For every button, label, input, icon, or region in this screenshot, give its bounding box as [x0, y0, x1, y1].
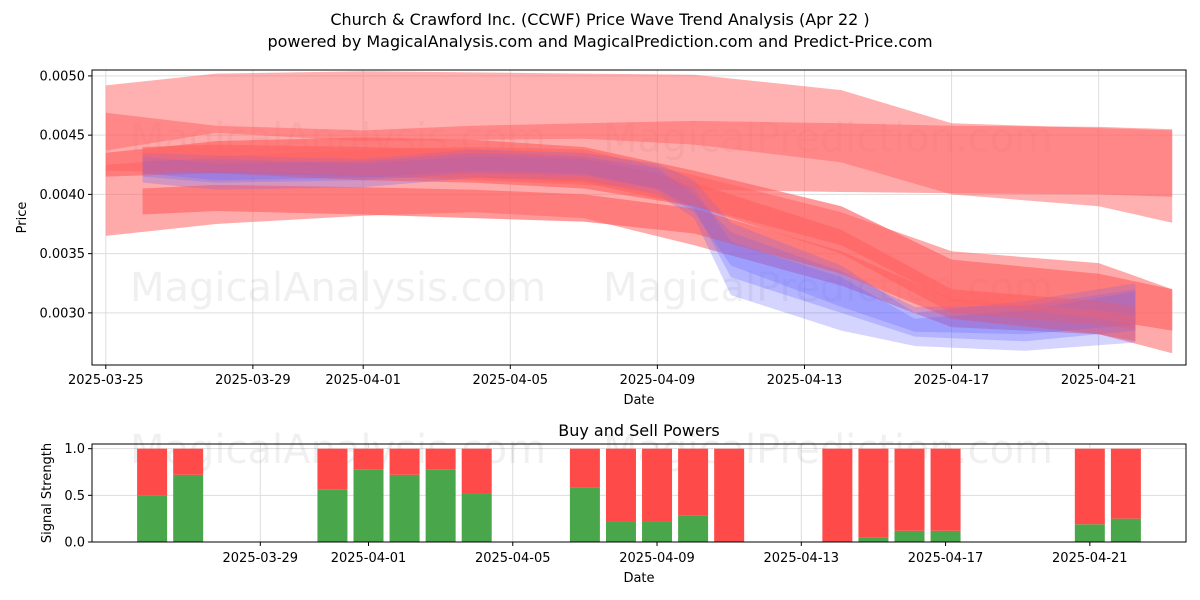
watermark-text: MagicalAnalysis.com: [130, 265, 546, 311]
sell-power-bar: [642, 448, 673, 522]
sell-power-bar: [425, 448, 456, 470]
buy-power-bar: [1110, 518, 1141, 542]
chart-title: Church & Crawford Inc. (CCWF) Price Wave…: [330, 10, 870, 29]
sell-power-bar: [317, 448, 348, 490]
red-wave-band: [142, 184, 1136, 342]
buy-power-bar: [173, 474, 204, 542]
power-x-tick-label: 2025-04-09: [619, 551, 695, 566]
buy-power-bar: [137, 495, 168, 542]
sell-power-bar: [930, 448, 961, 531]
price-x-axis-label: Date: [623, 393, 654, 408]
power-y-tick-label: 0.0: [64, 536, 85, 551]
sell-power-bar: [894, 448, 925, 531]
price-y-tick-label: 0.0040: [40, 188, 86, 203]
chart-subtitle: powered by MagicalAnalysis.com and Magic…: [267, 32, 933, 51]
buy-power-bar: [425, 469, 456, 542]
sell-power-bar: [137, 448, 168, 496]
power-x-tick-label: 2025-03-29: [223, 551, 299, 566]
buy-power-bar: [642, 521, 673, 542]
price-x-tick-label: 2025-04-05: [473, 373, 549, 388]
sell-power-bar: [569, 448, 600, 488]
sell-power-bar: [1110, 448, 1141, 519]
buy-power-bar: [605, 521, 636, 542]
red-wave-band: [142, 144, 1136, 330]
buy-power-bar: [389, 474, 420, 542]
red-wave-band: [105, 71, 1173, 223]
red-wave-band: [142, 184, 1136, 342]
buy-power-bar: [1074, 524, 1105, 542]
power-y-tick-label: 0.5: [64, 489, 85, 504]
power-y-tick-label: 1.0: [64, 442, 85, 457]
sell-power-bar: [714, 448, 745, 542]
price-y-tick-label: 0.0035: [40, 247, 86, 262]
blue-wave-band: [142, 149, 1136, 351]
power-x-tick-label: 2025-04-21: [1052, 551, 1128, 566]
buy-power-bar: [353, 469, 384, 542]
power-axes-frame: [91, 443, 1187, 543]
price-x-tick-label: 2025-03-25: [68, 373, 144, 388]
buy-power-bar: [678, 515, 709, 542]
buy-power-bar: [569, 487, 600, 542]
price-x-tick-label: 2025-04-17: [914, 373, 990, 388]
power-y-axis-label: Signal Strength: [40, 443, 55, 543]
power-x-tick-label: 2025-04-05: [475, 551, 551, 566]
blue-wave-band: [142, 152, 1136, 335]
buy-power-bar: [317, 489, 348, 542]
red-wave-band: [105, 137, 1173, 331]
price-x-tick-label: 2025-04-21: [1061, 373, 1137, 388]
buy-power-bar: [858, 537, 889, 542]
price-x-tick-label: 2025-03-29: [215, 373, 291, 388]
sell-power-bar: [822, 448, 853, 542]
sell-power-bar: [678, 448, 709, 516]
blue-wave-band: [142, 156, 1136, 342]
buy-power-bar: [930, 530, 961, 542]
sell-power-bar: [858, 448, 889, 538]
buy-power-bar: [894, 530, 925, 542]
power-x-axis-label: Date: [623, 571, 654, 586]
power-x-tick-label: 2025-04-17: [908, 551, 984, 566]
price-y-tick-label: 0.0050: [40, 69, 86, 84]
price-bands: [105, 71, 1173, 354]
sell-power-bar: [173, 448, 204, 475]
price-axes-frame: [91, 69, 1187, 366]
price-y-tick-label: 0.0030: [40, 306, 86, 321]
sell-power-bar: [389, 448, 420, 475]
sell-power-bar: [461, 448, 492, 494]
price-x-tick-label: 2025-04-09: [620, 373, 696, 388]
red-wave-band: [142, 144, 1136, 330]
sell-power-bar: [353, 448, 384, 470]
power-chart-title: Buy and Sell Powers: [558, 421, 720, 440]
price-y-tick-label: 0.0045: [40, 129, 86, 144]
power-x-tick-label: 2025-04-01: [331, 551, 407, 566]
price-x-tick-label: 2025-04-01: [325, 373, 401, 388]
sell-power-bar: [605, 448, 636, 522]
power-x-tick-label: 2025-04-13: [764, 551, 840, 566]
power-bars: [137, 448, 1141, 542]
sell-power-bar: [1074, 448, 1105, 525]
price-y-axis-label: Price: [15, 202, 30, 234]
buy-power-bar: [461, 493, 492, 542]
price-x-tick-label: 2025-04-13: [767, 373, 843, 388]
